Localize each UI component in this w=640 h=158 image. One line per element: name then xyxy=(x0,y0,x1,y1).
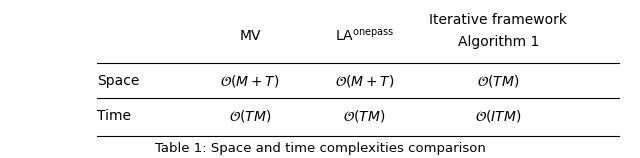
Text: Algorithm 1: Algorithm 1 xyxy=(458,35,539,49)
Text: $\mathcal{O}(ITM)$: $\mathcal{O}(ITM)$ xyxy=(476,108,522,124)
Text: Iterative framework: Iterative framework xyxy=(429,13,568,27)
Text: MV: MV xyxy=(239,29,260,43)
Text: Space: Space xyxy=(97,74,140,88)
Text: $\mathcal{O}(TM)$: $\mathcal{O}(TM)$ xyxy=(477,73,520,88)
Text: $\mathcal{O}(M+T)$: $\mathcal{O}(M+T)$ xyxy=(335,73,394,88)
Text: $\mathcal{O}(TM)$: $\mathcal{O}(TM)$ xyxy=(228,108,271,124)
Text: LA$^{\mathrm{onepass}}$: LA$^{\mathrm{onepass}}$ xyxy=(335,27,394,44)
Text: $\mathcal{O}(M+T)$: $\mathcal{O}(M+T)$ xyxy=(220,73,280,88)
Text: Table 1: Space and time complexities comparison: Table 1: Space and time complexities com… xyxy=(155,142,485,155)
Text: $\mathcal{O}(TM)$: $\mathcal{O}(TM)$ xyxy=(344,108,386,124)
Text: Time: Time xyxy=(97,109,131,123)
